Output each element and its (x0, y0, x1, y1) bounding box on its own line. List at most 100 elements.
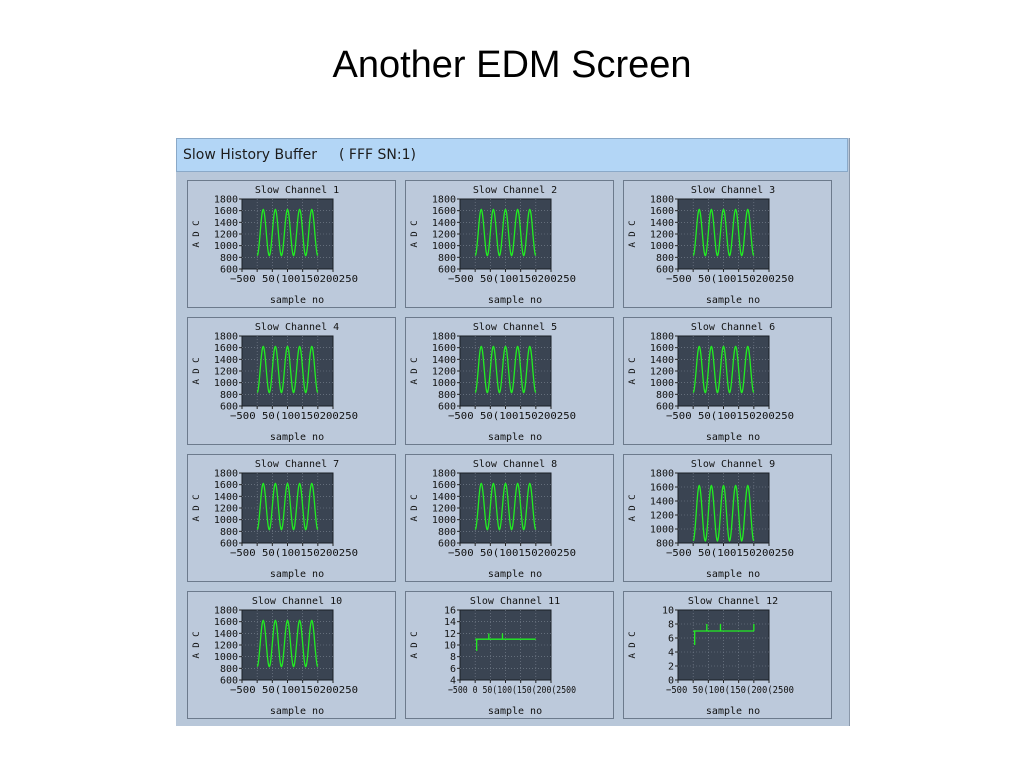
channel-panel-11: Slow Channel 11 16 14 12 10 8 6 4 −500 0 50(100(… (405, 591, 614, 719)
y-tick-label: 600 (438, 265, 456, 276)
y-tick-label: 600 (438, 539, 456, 550)
y-axis-label: A D C (410, 494, 420, 521)
y-tick-label: 1000 (432, 241, 456, 252)
y-tick-label: 1200 (432, 504, 456, 515)
y-tick-label: 2 (668, 662, 674, 673)
y-tick-label: 1800 (432, 332, 456, 343)
y-tick-label: 1400 (432, 355, 456, 366)
x-tick-labels: −500 50(100150200250 (230, 548, 358, 559)
channel-chart-10: Slow Channel 10 1800160014001200100080060… (192, 596, 358, 717)
y-axis-label: A D C (628, 220, 638, 247)
y-tick-label: 1400 (214, 492, 238, 503)
y-tick-label: 800 (220, 253, 238, 264)
y-tick-label: 1600 (214, 343, 238, 354)
y-tick-label: 1600 (432, 343, 456, 354)
y-tick-label: 14 (444, 617, 456, 628)
y-tick-label: 1200 (214, 641, 238, 652)
chart-title: Slow Channel 12 (688, 596, 778, 607)
y-tick-label: 1000 (214, 378, 238, 389)
y-tick-label: 1200 (432, 367, 456, 378)
chart-title: Slow Channel 4 (255, 322, 339, 333)
x-axis-label: sample no (706, 706, 760, 717)
y-tick-label: 600 (220, 265, 238, 276)
channel-chart-9: Slow Channel 9 1800 1600 1400 1200 1000 800−50… (628, 459, 794, 580)
window-serial: ( FFF SN:1) (339, 147, 416, 163)
chart-title: Slow Channel 8 (473, 459, 557, 470)
y-axis-label: A D C (192, 357, 202, 384)
x-tick-labels: −500 50(100150200250 (448, 548, 576, 559)
channel-panel-7: Slow Channel 7 1800 1600 1400 1200 1000 800 600… (187, 454, 396, 582)
channel-chart-2: Slow Channel 2 18001600140012001000800600… (410, 185, 576, 306)
y-axis-label: A D C (410, 357, 420, 384)
y-tick-label: 1400 (214, 629, 238, 640)
y-tick-label: 1000 (650, 378, 674, 389)
x-axis-label: sample no (706, 295, 760, 306)
y-tick-label: 1200 (214, 367, 238, 378)
y-tick-label: 1800 (214, 195, 238, 206)
y-tick-label: 1200 (650, 511, 674, 522)
y-axis-label: A D C (410, 220, 420, 247)
y-tick-label: 600 (656, 265, 674, 276)
y-tick-label: 800 (656, 390, 674, 401)
series-line (474, 345, 537, 394)
y-tick-label: 1800 (214, 469, 238, 480)
series-line (256, 619, 319, 668)
y-tick-label: 800 (220, 527, 238, 538)
x-tick-labels: −500 50(100150200250 (230, 411, 358, 422)
series-line (692, 345, 755, 394)
series-line (256, 345, 319, 394)
y-tick-label: 16 (444, 606, 456, 617)
y-tick-label: 600 (220, 676, 238, 687)
y-tick-label: 1400 (214, 355, 238, 366)
y-tick-label: 1600 (214, 480, 238, 491)
y-tick-label: 1400 (214, 218, 238, 229)
x-tick-labels: −500 50(100150200250 (230, 685, 358, 696)
channel-chart-8: Slow Channel 8 18001600140012001000800600… (410, 459, 576, 580)
chart-title: Slow Channel 6 (691, 322, 775, 333)
x-axis-label: sample no (488, 569, 542, 580)
y-tick-label: 8 (668, 620, 674, 631)
x-axis-label: sample no (706, 432, 760, 443)
channel-chart-12: Slow Channel 12 10 8 6 4 2 0−500 50(100(150(20… (628, 596, 794, 717)
channel-panel-2: Slow Channel 2 1800 1600 1400 1200 1000 800 600… (405, 180, 614, 308)
y-tick-label: 12 (444, 629, 456, 640)
series-line (256, 482, 319, 531)
chart-title: Slow Channel 3 (691, 185, 775, 196)
y-tick-label: 1600 (432, 480, 456, 491)
channel-panel-3: Slow Channel 3 1800 1600 1400 1200 1000 800 600… (623, 180, 832, 308)
channel-grid: Slow Channel 1 1800 1600 1400 1200 1000 800 600… (187, 180, 837, 720)
slide-title: Another EDM Screen (332, 44, 692, 86)
y-tick-label: 1600 (650, 343, 674, 354)
window-title: Slow History Buffer (183, 147, 317, 163)
y-tick-label: 1200 (214, 504, 238, 515)
chart-title: Slow Channel 7 (255, 459, 339, 470)
y-tick-label: 4 (450, 676, 456, 687)
x-tick-labels: −500 50(100150200250 (666, 411, 794, 422)
y-axis-label: A D C (192, 631, 202, 658)
y-axis-label: A D C (192, 494, 202, 521)
x-axis-label: sample no (270, 706, 324, 717)
x-tick-labels: −500 50(100150200250 (448, 411, 576, 422)
x-axis-label: sample no (488, 706, 542, 717)
y-tick-label: 1800 (650, 469, 674, 480)
edm-window: Slow History Buffer ( FFF SN:1) Slow Cha… (176, 138, 850, 726)
y-tick-label: 1000 (432, 515, 456, 526)
channel-panel-12: Slow Channel 12 10 8 6 4 2 0 −500 50(100(150(20… (623, 591, 832, 719)
x-tick-labels: −500 50(100150200250 (666, 274, 794, 285)
y-axis-label: A D C (192, 220, 202, 247)
y-axis-label: A D C (410, 631, 420, 658)
y-tick-label: 1800 (650, 332, 674, 343)
channel-panel-9: Slow Channel 9 1800 1600 1400 1200 1000 800 −50… (623, 454, 832, 582)
y-tick-label: 800 (438, 390, 456, 401)
chart-title: Slow Channel 5 (473, 322, 557, 333)
y-tick-label: 1000 (650, 525, 674, 536)
x-tick-labels: −500 0 50(100(150(200(2500 (448, 685, 576, 696)
x-axis-label: sample no (270, 569, 324, 580)
y-tick-label: 1800 (432, 469, 456, 480)
series-line (475, 633, 536, 651)
y-tick-label: 800 (438, 253, 456, 264)
y-tick-label: 8 (450, 652, 456, 663)
y-tick-label: 600 (656, 402, 674, 413)
series-line (256, 208, 319, 257)
series-line (692, 208, 755, 257)
